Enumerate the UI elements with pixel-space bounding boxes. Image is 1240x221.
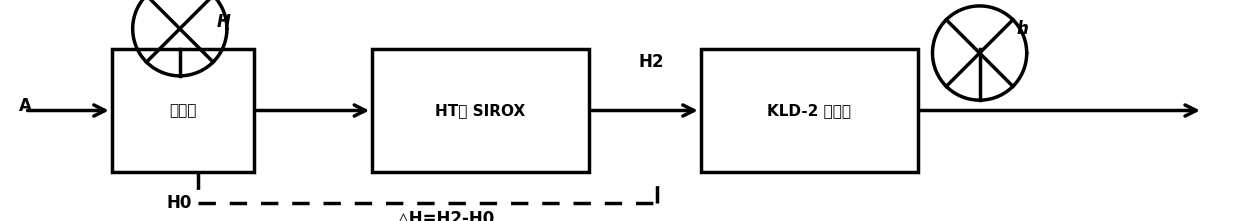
Text: A: A	[19, 97, 31, 115]
Text: 电子称: 电子称	[169, 103, 197, 118]
Text: H2: H2	[639, 53, 665, 71]
Bar	[701, 49, 918, 172]
Text: H: H	[217, 13, 231, 31]
Text: H0: H0	[167, 194, 192, 212]
Bar	[112, 49, 254, 172]
Text: HT或 SIROX: HT或 SIROX	[435, 103, 526, 118]
Text: △H=H2-H0: △H=H2-H0	[397, 210, 496, 221]
Text: h: h	[1017, 20, 1029, 38]
Text: KLD-2 烘丝机: KLD-2 烘丝机	[768, 103, 851, 118]
Bar	[372, 49, 589, 172]
